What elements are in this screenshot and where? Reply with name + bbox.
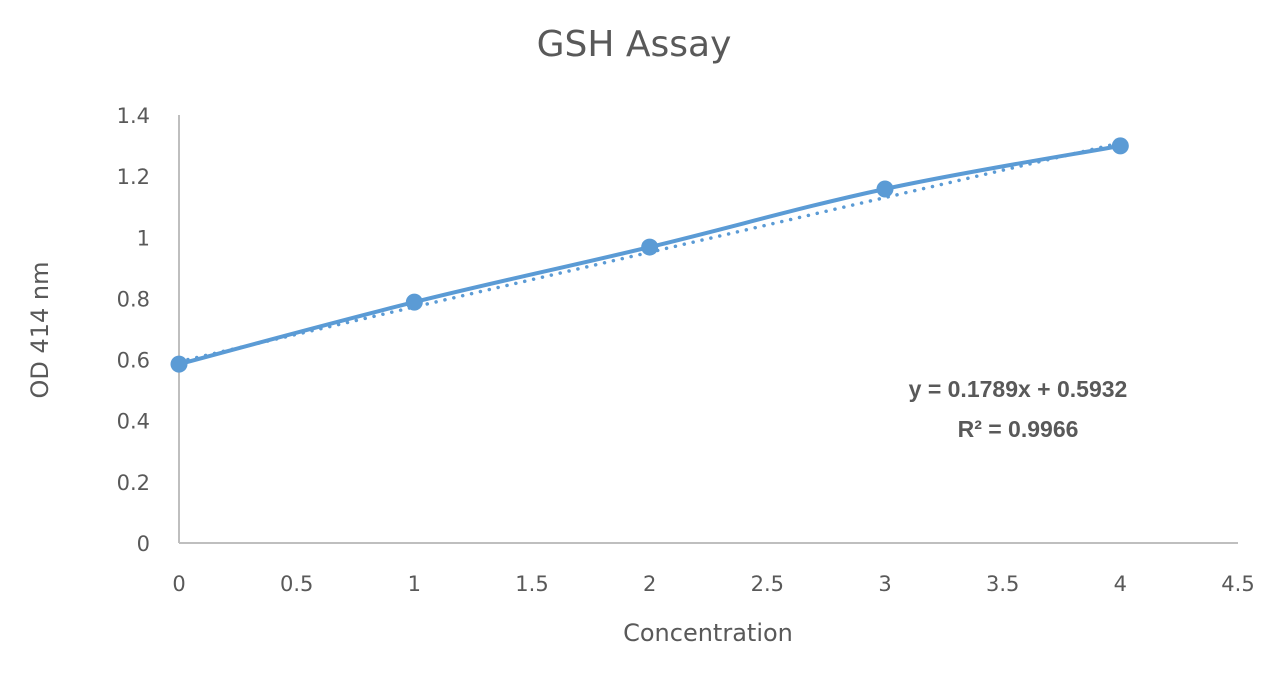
x-tick-label: 2 [643, 572, 656, 596]
data-markers [170, 137, 1129, 373]
x-axis-ticks: 0 0.5 1 1.5 2 2.5 3 3.5 4 4.5 [172, 572, 1254, 596]
x-tick-label: 1.5 [515, 572, 548, 596]
x-tick-label: 3 [878, 572, 891, 596]
x-tick-label: 4.5 [1221, 572, 1254, 596]
y-axis-ticks: 0 0.2 0.4 0.6 0.8 1 1.2 1.4 [117, 104, 150, 556]
chart-title: GSH Assay [537, 24, 732, 65]
data-point-marker [1111, 137, 1129, 155]
y-tick-label: 1.2 [117, 165, 150, 189]
x-axis-label: Concentration [623, 619, 793, 647]
data-point-marker [641, 238, 659, 256]
x-tick-label: 1 [408, 572, 421, 596]
x-tick-label: 2.5 [751, 572, 784, 596]
y-tick-label: 1.4 [117, 104, 150, 128]
data-point-marker [170, 355, 188, 373]
y-axis-label: OD 414 nm [26, 261, 54, 398]
y-tick-label: 0.8 [117, 287, 150, 311]
y-axis-label-group: OD 414 nm [26, 261, 54, 398]
y-tick-label: 1 [137, 226, 150, 250]
x-tick-label: 0 [172, 572, 185, 596]
y-tick-label: 0.4 [117, 410, 150, 434]
y-tick-label: 0.6 [117, 349, 150, 373]
trendline-equation: y = 0.1789x + 0.5932 [909, 376, 1128, 402]
data-point-marker [405, 293, 423, 311]
y-tick-label: 0.2 [117, 471, 150, 495]
x-tick-label: 0.5 [280, 572, 313, 596]
x-tick-label: 4 [1114, 572, 1127, 596]
data-point-marker [876, 180, 894, 198]
y-tick-label: 0 [137, 532, 150, 556]
x-tick-label: 3.5 [986, 572, 1019, 596]
trendline-r-squared: R² = 0.9966 [958, 416, 1079, 442]
